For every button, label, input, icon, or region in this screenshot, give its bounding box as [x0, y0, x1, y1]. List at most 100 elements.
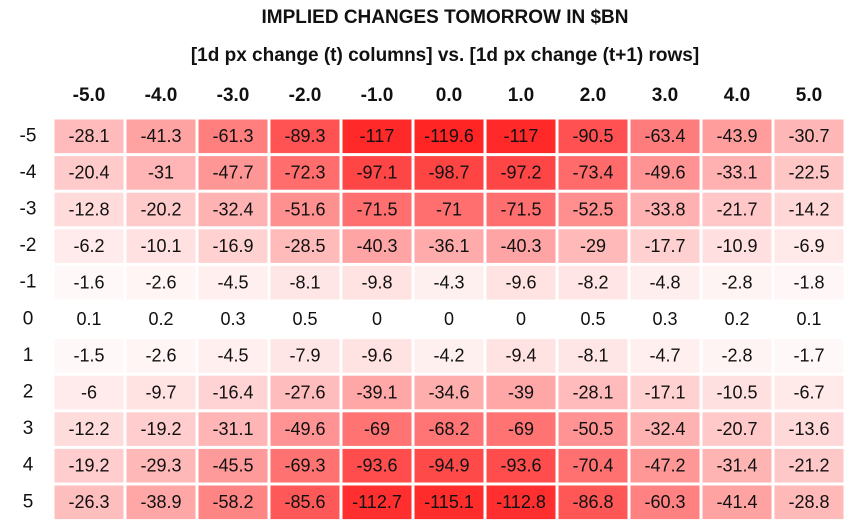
cell-value: -52.5: [572, 199, 613, 219]
row-label: 0: [23, 308, 34, 329]
heat-cell: [342, 156, 412, 190]
cell-value: -112.8: [496, 492, 546, 512]
heat-cell: [558, 265, 628, 300]
cell-value: -7.9: [289, 346, 320, 366]
cell-value: -71: [436, 199, 462, 219]
heat-cell: [630, 412, 700, 446]
cell-value: -61.3: [212, 126, 253, 146]
row-label: 2: [23, 382, 34, 403]
cell-value: -19.2: [68, 455, 109, 475]
heat-cell: [270, 339, 340, 373]
cell-value: -93.6: [500, 455, 541, 475]
cell-value: -12.8: [68, 199, 109, 219]
cell-value: -58.2: [212, 492, 253, 512]
cell-value: -70.4: [572, 455, 613, 475]
heat-cell: [270, 119, 340, 154]
heat-cell: [198, 448, 268, 483]
heat-cell: [198, 265, 268, 300]
heat-cell: [126, 192, 196, 227]
column-label: 4.0: [724, 85, 750, 106]
heat-cell: [702, 302, 772, 337]
heat-cell: [414, 302, 484, 337]
cell-value: -71.5: [356, 199, 397, 219]
cell-value: -31: [148, 163, 174, 183]
heat-cell: [54, 156, 124, 190]
heat-cell: [270, 302, 340, 337]
heat-cell: [558, 156, 628, 190]
cell-value: -21.2: [788, 455, 829, 475]
cell-value: -4.2: [433, 346, 464, 366]
heat-cell: [270, 412, 340, 446]
cell-value: -115.1: [424, 492, 474, 512]
cell-value: 0.3: [652, 309, 677, 329]
heat-cell: [270, 485, 340, 520]
cell-value: 0.5: [580, 309, 605, 329]
heat-cell: [198, 119, 268, 154]
heat-cell: [270, 375, 340, 410]
heat-cell: [342, 412, 412, 446]
cell-value: -50.5: [572, 419, 613, 439]
heat-cell: [126, 265, 196, 300]
cell-value: -6: [81, 382, 97, 402]
cell-value: -10.1: [140, 236, 181, 256]
heat-cell: [702, 375, 772, 410]
heat-cell: [630, 302, 700, 337]
heat-cell: [54, 302, 124, 337]
cell-value: 0.2: [148, 309, 173, 329]
cell-value: -97.2: [500, 163, 541, 183]
heat-cell: [702, 265, 772, 300]
heat-cell: [414, 412, 484, 446]
heat-cell: [54, 119, 124, 154]
row-label: -5: [20, 125, 37, 146]
heat-cell: [198, 485, 268, 520]
heat-cell: [414, 485, 484, 520]
cell-value: -39.1: [356, 382, 397, 402]
cell-value: -20.7: [716, 419, 757, 439]
heat-cell: [414, 448, 484, 483]
cell-value: -28.1: [68, 126, 109, 146]
heat-cell: [414, 229, 484, 263]
heat-cell: [774, 265, 844, 300]
cell-value: -1.5: [73, 346, 104, 366]
cell-value: -117: [504, 126, 539, 146]
cell-value: -20.2: [140, 199, 181, 219]
heat-cell: [630, 485, 700, 520]
heat-cell: [774, 192, 844, 227]
row-label: 5: [23, 491, 34, 512]
heat-cell: [270, 192, 340, 227]
heat-cell: [54, 192, 124, 227]
heat-cell: [54, 229, 124, 263]
cell-value: -47.2: [644, 455, 685, 475]
heat-cell: [342, 485, 412, 520]
cell-value: -29.3: [140, 455, 181, 475]
heat-cell: [630, 375, 700, 410]
cell-value: -14.2: [788, 199, 829, 219]
cell-value: -85.6: [284, 492, 325, 512]
cell-value: -72.3: [284, 163, 325, 183]
heat-cell: [486, 375, 556, 410]
cell-value: -43.9: [716, 126, 757, 146]
cell-value: 0.3: [220, 309, 245, 329]
heat-cell: [702, 119, 772, 154]
cell-value: -28.5: [284, 236, 325, 256]
heat-cell: [198, 375, 268, 410]
cell-value: -32.4: [212, 199, 253, 219]
heat-cell: [774, 302, 844, 337]
heat-cell: [126, 302, 196, 337]
heat-cell: [54, 265, 124, 300]
heat-cell: [558, 412, 628, 446]
cell-value: -45.5: [212, 455, 253, 475]
cell-value: -6.2: [73, 236, 104, 256]
cell-value: -4.3: [433, 272, 464, 292]
cell-value: -8.2: [577, 272, 608, 292]
heat-cell: [630, 192, 700, 227]
cell-value: 0.1: [796, 309, 821, 329]
heat-cell: [126, 229, 196, 263]
heat-cell: [558, 302, 628, 337]
heat-cell: [342, 192, 412, 227]
cell-value: -94.9: [428, 455, 469, 475]
cell-value: -12.2: [68, 419, 109, 439]
cell-value: -2.8: [721, 346, 752, 366]
cell-value: -60.3: [644, 492, 685, 512]
cell-value: 0: [444, 309, 454, 329]
